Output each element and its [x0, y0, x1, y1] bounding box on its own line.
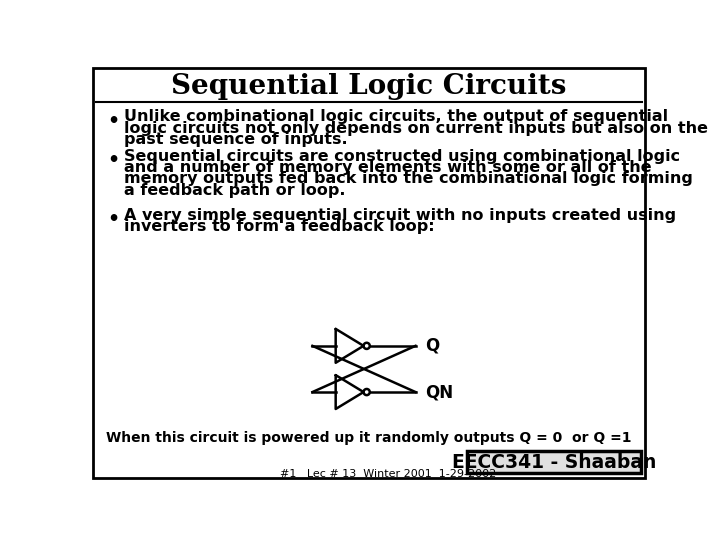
Text: and a number of memory elements with some or all of the: and a number of memory elements with som…	[124, 160, 652, 176]
FancyBboxPatch shape	[467, 451, 641, 473]
Text: Unlike combinational logic circuits, the output of sequential: Unlike combinational logic circuits, the…	[124, 110, 668, 124]
Text: QN: QN	[425, 383, 453, 401]
Text: Q: Q	[425, 337, 439, 355]
Text: •: •	[107, 151, 120, 171]
Text: •: •	[107, 210, 120, 229]
Text: When this circuit is powered up it randomly outputs Q = 0  or Q =1: When this circuit is powered up it rando…	[107, 431, 631, 446]
Text: A very simple sequential circuit with no inputs created using: A very simple sequential circuit with no…	[124, 208, 676, 222]
Text: past sequence of inputs.: past sequence of inputs.	[124, 132, 348, 147]
Text: inverters to form a feedback loop:: inverters to form a feedback loop:	[124, 219, 435, 234]
Text: EECC341 - Shaaban: EECC341 - Shaaban	[452, 453, 657, 471]
Text: Sequential circuits are constructed using combinational logic: Sequential circuits are constructed usin…	[124, 149, 680, 164]
Text: Sequential Logic Circuits: Sequential Logic Circuits	[171, 73, 567, 100]
Text: memory outputs fed back into the combinational logic forming: memory outputs fed back into the combina…	[124, 171, 693, 186]
Text: #1   Lec # 13  Winter 2001  1-29-2002: #1 Lec # 13 Winter 2001 1-29-2002	[280, 469, 497, 478]
Text: a feedback path or loop.: a feedback path or loop.	[124, 183, 346, 198]
Text: logic circuits not only depends on current inputs but also on the: logic circuits not only depends on curre…	[124, 120, 708, 136]
Text: •: •	[107, 112, 120, 131]
